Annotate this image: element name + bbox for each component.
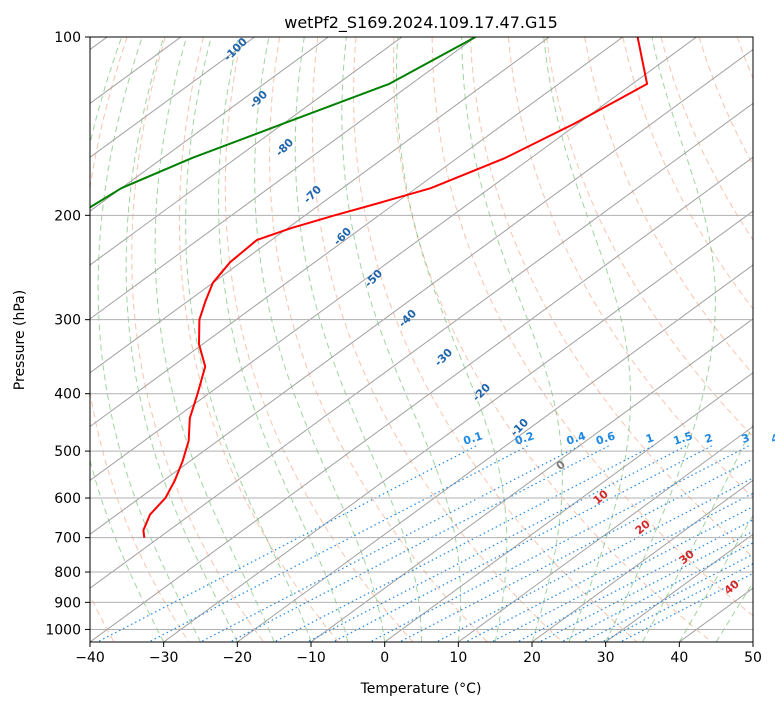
isotherm bbox=[604, 533, 753, 642]
moist-adiabat bbox=[543, 37, 631, 642]
x-axis: −40 −30 −20 −10 0 10 20 30 40 50 bbox=[75, 642, 762, 666]
mixing-ratio-label: 1 bbox=[644, 431, 655, 446]
moist-adiabat bbox=[125, 37, 238, 642]
x-tick-label: 40 bbox=[670, 650, 688, 666]
dry-adiabat bbox=[622, 37, 753, 310]
isotherm bbox=[90, 37, 330, 212]
chart-title: wetPf2_S169.2024.109.17.47.G15 bbox=[284, 13, 558, 33]
mixing-ratio-label: 4 bbox=[769, 431, 775, 446]
x-tick-label: 50 bbox=[744, 650, 762, 666]
moist-adiabat bbox=[642, 423, 753, 642]
y-tick-label: 900 bbox=[54, 595, 81, 611]
y-axis: 100 200 300 400 500 600 700 800 900 1000 bbox=[45, 30, 90, 638]
dry-adiabat bbox=[392, 37, 713, 642]
isotherm bbox=[90, 37, 551, 374]
isotherm bbox=[90, 37, 403, 266]
y-tick-label: 800 bbox=[54, 565, 81, 581]
mixing-ratio-label: 0.2 bbox=[513, 429, 536, 447]
isotherm bbox=[531, 479, 753, 642]
moist-adiabat bbox=[254, 37, 386, 642]
moist-adiabat bbox=[341, 37, 462, 642]
isotherm bbox=[90, 37, 477, 320]
x-axis-label: Temperature (°C) bbox=[360, 681, 482, 697]
x-tick-label: 30 bbox=[597, 650, 615, 666]
y-tick-label: 100 bbox=[54, 30, 81, 46]
x-tick-label: −10 bbox=[296, 650, 326, 666]
moist-adiabat bbox=[461, 37, 563, 642]
y-tick-label: 200 bbox=[54, 208, 81, 224]
dry-adiabat bbox=[546, 37, 753, 438]
isotherm bbox=[310, 318, 753, 642]
y-axis-label: Pressure (hPa) bbox=[12, 290, 28, 390]
mixing-ratio-label: 0.6 bbox=[594, 429, 617, 447]
isotherm bbox=[383, 372, 753, 642]
mixing-ratio-label: 3 bbox=[740, 431, 751, 446]
y-tick-label: 1000 bbox=[45, 622, 81, 638]
plot-frame bbox=[89, 36, 754, 643]
moist-adiabat bbox=[294, 37, 422, 642]
mixing-ratio-label: 0.1 bbox=[462, 429, 485, 447]
x-tick-label: 10 bbox=[449, 650, 467, 666]
x-tick-label: −20 bbox=[223, 650, 253, 666]
dry-adiabat bbox=[507, 37, 753, 499]
isotherm bbox=[90, 37, 624, 428]
isotherm bbox=[90, 156, 753, 642]
y-tick-label: 700 bbox=[54, 531, 81, 547]
isotherm bbox=[236, 264, 753, 642]
mixing-ratio-label: 0.4 bbox=[565, 429, 588, 447]
temperature-profile-line bbox=[142, 37, 649, 538]
moist-adiabat bbox=[396, 37, 508, 642]
mixing-ratio-labels: 0.10.20.40.611.52346810131620253036 bbox=[462, 429, 775, 447]
y-tick-label: 400 bbox=[54, 387, 81, 403]
x-tick-label: 20 bbox=[523, 650, 541, 666]
mixing-ratio-label: 1.5 bbox=[672, 429, 695, 447]
isotherm bbox=[162, 210, 753, 642]
moist-adiabat bbox=[605, 37, 716, 642]
dry-adiabat bbox=[469, 37, 753, 558]
x-tick-label: 0 bbox=[380, 650, 389, 666]
isotherm bbox=[90, 102, 753, 589]
moist-adiabat bbox=[154, 37, 275, 642]
dewpoint-profile-line bbox=[90, 37, 476, 209]
x-tick-label: −40 bbox=[75, 650, 105, 666]
dry-adiabat bbox=[131, 37, 265, 642]
sounding-profiles bbox=[90, 37, 649, 538]
y-tick-label: 600 bbox=[54, 491, 81, 507]
pressure-grid bbox=[90, 37, 753, 630]
isotherm bbox=[90, 48, 753, 535]
x-tick-label: −30 bbox=[149, 650, 179, 666]
isotherm bbox=[90, 37, 256, 158]
mixing-ratio-label: 2 bbox=[703, 431, 714, 446]
y-tick-label: 500 bbox=[54, 444, 81, 460]
plot-background bbox=[90, 37, 753, 642]
isotherm bbox=[457, 425, 753, 642]
y-tick-label: 300 bbox=[54, 313, 81, 329]
moist-adiabat bbox=[217, 37, 349, 642]
